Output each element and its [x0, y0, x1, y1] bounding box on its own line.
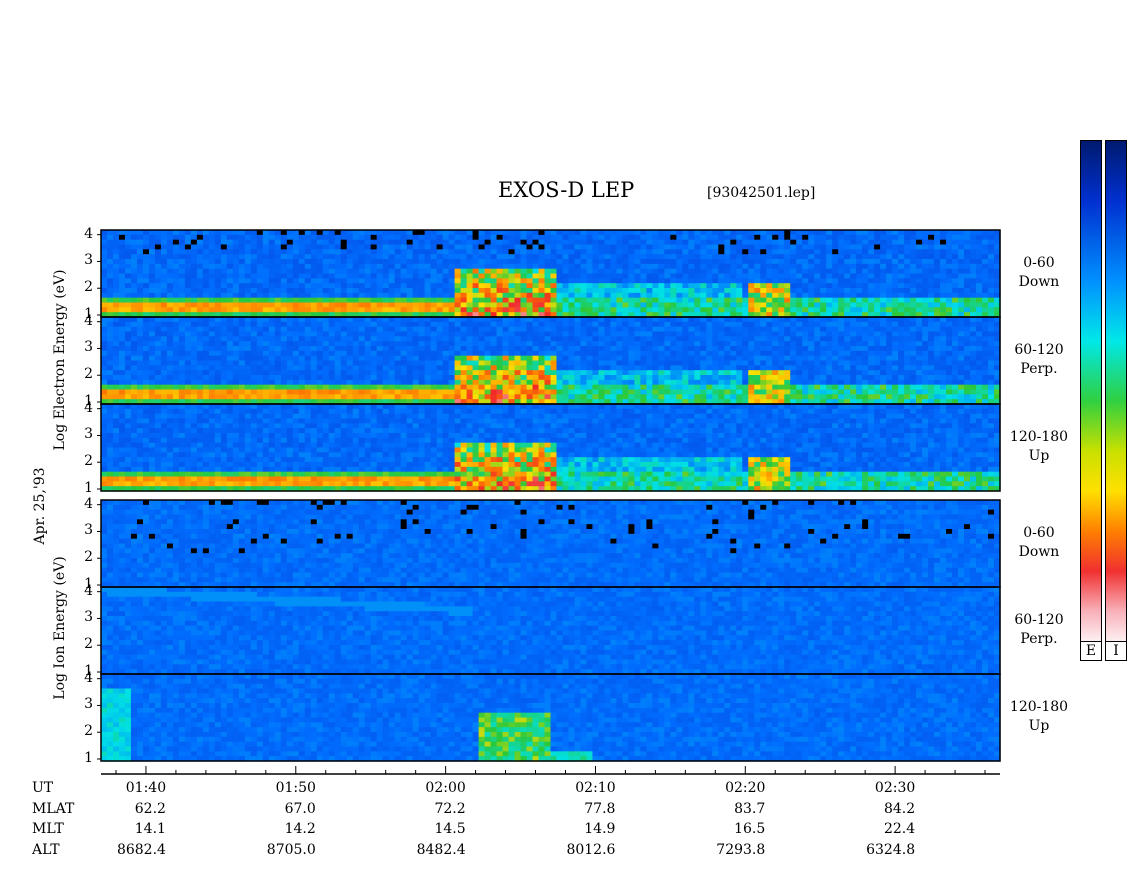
y-tick-label: 1 [84, 393, 93, 409]
ephemeris-cell: 8012.6 [566, 842, 616, 858]
spectrogram-panel-6 [101, 674, 1001, 762]
file-name: [93042501.lep] [707, 185, 816, 201]
pitch-angle-label: 60-120 [1014, 612, 1064, 628]
ephemeris-row-header: MLAT [32, 801, 75, 817]
panel-frame-6 [100, 673, 1001, 762]
panel-frame-3 [100, 403, 1001, 492]
ephemeris-cell: 6324.8 [866, 842, 916, 858]
y-tick-label: 3 [84, 609, 93, 626]
electron-axis-label: Log Electron Energy (eV) [52, 269, 68, 451]
panel-label-4: 0-60 Down [1004, 524, 1074, 562]
ephemeris-cell: 14.2 [284, 821, 316, 837]
ephemeris-row-header: ALT [32, 842, 60, 858]
ephemeris-cell: 8682.4 [116, 842, 166, 858]
direction-label: Up [1028, 718, 1050, 734]
spectrogram-panel-1 [101, 230, 1001, 318]
pitch-angle-label: 120-180 [1009, 429, 1069, 445]
y-tick-label: 3 [84, 522, 93, 539]
ephemeris-cell: 83.7 [734, 801, 766, 817]
y-tick-label: 1 [84, 750, 93, 766]
plot-title: EXOS-D LEP [498, 178, 635, 202]
ephemeris-cell: 77.8 [584, 801, 616, 817]
spectrogram-panel-4 [101, 500, 1001, 588]
ephemeris-cell: 14.9 [584, 821, 616, 837]
ephemeris-cell: 62.2 [134, 801, 166, 817]
panel-label-5: 60-120 Perp. [1004, 611, 1074, 649]
ephemeris-cell: 72.2 [434, 801, 466, 817]
y-tick-label: 2 [84, 453, 93, 470]
direction-label: Perp. [1020, 361, 1058, 377]
panel-label-2: 60-120 Perp. [1004, 341, 1074, 379]
y-tick-label: 2 [84, 549, 93, 566]
colorbar-electron [1080, 140, 1102, 642]
date-label: Apr. 25,'93 [32, 467, 48, 545]
y-tick-label: 3 [84, 426, 93, 443]
y-tick-label: 4 [84, 399, 93, 416]
spectrogram-panel-2 [101, 317, 1001, 405]
x-tick-label: 02:10 [575, 780, 616, 796]
colorbar-electron-label: E [1080, 641, 1102, 661]
ephemeris-cell: 8482.4 [416, 842, 466, 858]
ephemeris-row-header: UT [32, 780, 54, 796]
y-tick-label: 2 [84, 636, 93, 653]
pitch-angle-label: 120-180 [1009, 699, 1069, 715]
x-tick-label: 02:00 [425, 780, 466, 796]
y-tick-label: 4 [84, 312, 93, 329]
y-tick-label: 2 [84, 366, 93, 383]
pitch-angle-label: 0-60 [1023, 255, 1055, 271]
ephemeris-cell: 14.5 [434, 821, 466, 837]
ion-axis-label: Log Ion Energy (eV) [52, 556, 68, 700]
x-tick-label: 02:20 [725, 780, 766, 796]
ephemeris-cell: 16.5 [734, 821, 766, 837]
y-tick-label: 1 [84, 480, 93, 496]
y-tick-label: 4 [84, 669, 93, 686]
panel-label-6: 120-180 Up [1004, 698, 1074, 736]
y-tick-label: 4 [84, 225, 93, 242]
y-tick-label: 1 [84, 306, 93, 322]
panel-label-3: 120-180 Up [1004, 428, 1074, 466]
x-tick-label: 02:30 [874, 780, 916, 796]
x-tick-label: 01:50 [275, 780, 316, 796]
y-tick-label: 3 [84, 339, 93, 356]
ephemeris-row-header: MLT [32, 821, 64, 837]
direction-label: Up [1028, 448, 1050, 464]
ephemeris-cell: 8705.0 [266, 842, 316, 858]
pitch-angle-label: 60-120 [1014, 342, 1064, 358]
y-tick-label: 2 [84, 723, 93, 740]
ephemeris-cell: 67.0 [284, 801, 316, 817]
y-tick-label: 3 [84, 252, 93, 269]
x-tick-label: 01:40 [125, 780, 167, 796]
y-tick-label: 2 [84, 279, 93, 296]
panel-label-1: 0-60 Down [1004, 254, 1074, 292]
y-tick-label: 3 [84, 696, 93, 713]
colorbar-ion-label: I [1105, 641, 1127, 661]
direction-label: Down [1018, 274, 1060, 290]
spectrogram-panel-3 [101, 404, 1001, 492]
ephemeris-cell: 14.1 [134, 821, 166, 837]
direction-label: Down [1018, 544, 1060, 560]
direction-label: Perp. [1020, 631, 1058, 647]
ephemeris-cell: 22.4 [883, 821, 916, 837]
y-tick-label: 4 [84, 495, 93, 512]
y-tick-label: 1 [84, 663, 93, 679]
ephemeris-cell: 84.2 [883, 801, 916, 817]
pitch-angle-label: 0-60 [1023, 525, 1055, 541]
colorbar-ion [1105, 140, 1127, 642]
y-tick-label: 1 [84, 576, 93, 592]
y-tick-label: 4 [84, 582, 93, 599]
spectrogram-panel-5 [101, 587, 1001, 675]
ephemeris-cell: 7293.8 [716, 842, 766, 858]
